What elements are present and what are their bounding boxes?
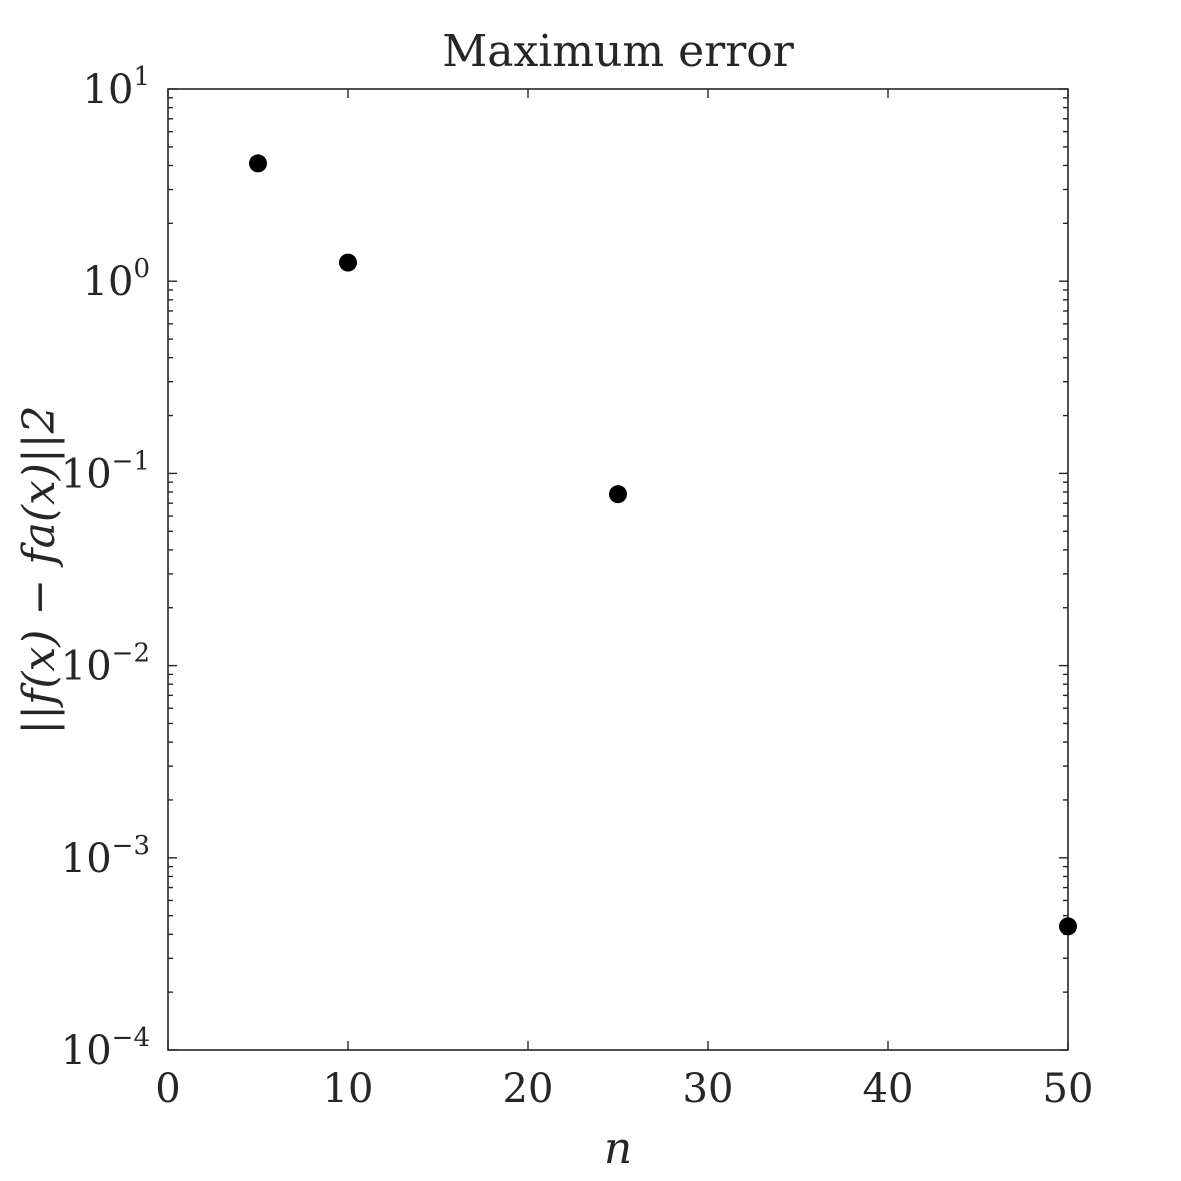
y-tick-label: 10−4 — [61, 1023, 150, 1074]
x-axis-label: n — [604, 1123, 632, 1174]
y-tick-exponent: −4 — [112, 1023, 150, 1053]
y-tick-exponent: −2 — [112, 639, 150, 669]
y-tick-exponent: −1 — [112, 446, 150, 476]
x-tick-label: 10 — [323, 1066, 374, 1112]
data-points — [249, 154, 1077, 936]
data-point — [609, 485, 627, 504]
x-tick-label: 30 — [683, 1066, 734, 1112]
data-point — [339, 253, 357, 272]
y-tick-base: 10 — [61, 1028, 112, 1074]
y-tick-label: 10−1 — [61, 446, 150, 497]
x-tick-label: 20 — [503, 1066, 554, 1112]
y-tick-base: 10 — [61, 836, 112, 882]
y-tick-exponent: 0 — [133, 254, 150, 284]
y-tick-base: 10 — [83, 259, 134, 305]
y-tick-base: 10 — [61, 644, 112, 690]
y-axis-label: ||f(x) − fa(x)||2 — [14, 405, 65, 734]
chart-title: Maximum error — [442, 26, 795, 77]
y-tick-label: 10−3 — [61, 831, 150, 882]
plot-area — [167, 88, 1069, 1051]
y-tick-base: 10 — [83, 67, 134, 113]
data-point — [249, 154, 267, 173]
x-tick-label: 40 — [863, 1066, 914, 1112]
y-tick-base: 10 — [61, 451, 112, 497]
data-point — [1059, 917, 1077, 936]
x-tick-label: 0 — [155, 1066, 180, 1112]
axes-box — [167, 88, 1069, 1051]
y-tick-exponent: 1 — [133, 62, 150, 92]
y-tick-exponent: −3 — [112, 831, 150, 861]
y-tick-label: 10−2 — [61, 639, 150, 690]
y-tick-label: 101 — [83, 62, 150, 113]
y-tick-label: 100 — [83, 254, 150, 305]
tick-group — [167, 88, 1069, 1051]
x-tick-label: 50 — [1043, 1066, 1094, 1112]
